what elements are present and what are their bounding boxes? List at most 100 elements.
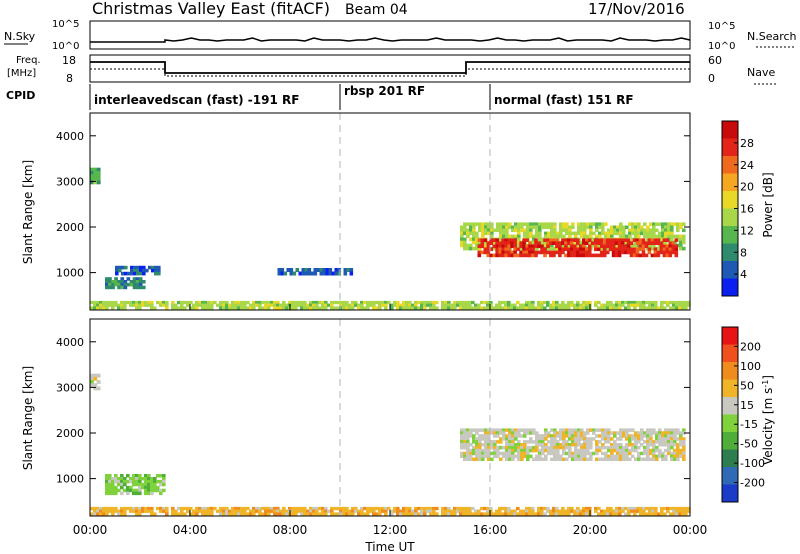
data-cell [682,445,686,450]
data-cell [541,445,545,450]
data-cell [493,440,497,444]
data-cell [639,306,643,310]
data-cell [273,300,277,305]
data-cell [679,234,683,239]
data-cell [234,509,238,513]
data-cell [105,509,109,513]
data-cell [565,451,569,456]
noise-search-label: N.Search [747,30,797,43]
data-cell [669,506,673,511]
data-cell [273,509,277,513]
data-cell [498,250,502,255]
data-cell [664,443,668,447]
data-cell [255,506,259,511]
data-cell [297,509,301,513]
data-cell [490,443,494,447]
data-cell [267,303,271,307]
data-cell [583,225,587,230]
data-cell [642,306,646,310]
data-cell [157,271,161,276]
data-cell [547,434,551,438]
cpid-label: CPID [6,89,35,102]
data-cell [561,306,565,310]
data-cell [592,431,596,435]
data-cell [156,488,160,493]
time-axis-label: Time UT [364,540,415,554]
data-cell [117,482,121,487]
data-cell [162,479,166,484]
data-cell [606,306,610,310]
data-cell [528,253,532,258]
data-cell [525,250,529,255]
data-cell [114,280,118,284]
data-cell [653,241,658,245]
data-cell [291,512,295,516]
data-cell [460,240,464,245]
data-cell [649,440,653,444]
data-cell [138,277,143,281]
data-cell [462,306,466,310]
data-cell [540,244,544,249]
data-cell [204,306,208,310]
data-cell [640,434,644,438]
data-cell [679,237,683,242]
data-cell [144,482,148,487]
data-cell [523,431,527,435]
data-cell [189,512,193,516]
data-cell [507,306,511,310]
data-cell [496,451,500,456]
data-cell [117,306,121,310]
data-cell [570,506,574,511]
data-cell [562,448,566,453]
data-cell [472,428,476,432]
data-cell [664,240,668,245]
data-cell [550,434,554,438]
data-cell [613,225,617,230]
data-cell [210,300,214,305]
data-cell [135,482,139,487]
data-cell [570,247,574,252]
data-cell [586,443,590,447]
data-cell [616,445,620,450]
data-cell [354,506,358,511]
data-cell [571,222,575,226]
data-cell [519,509,523,513]
data-cell [568,451,572,456]
data-cell [381,300,385,305]
data-cell [577,431,581,435]
data-cell [552,250,556,255]
data-cell [118,268,122,273]
data-cell [613,431,617,435]
data-cell [660,509,664,513]
data-cell [93,373,98,378]
data-cell [577,428,581,432]
data-cell [567,506,571,511]
data-cell [105,488,109,493]
data-cell [661,234,665,239]
data-cell [487,428,491,432]
data-cell [501,247,505,252]
data-cell [628,434,632,438]
y-tick-label: 2000 [56,427,84,440]
data-cell [664,440,668,444]
data-cell [505,222,509,226]
data-cell [463,231,467,236]
data-cell [481,231,485,236]
data-cell [363,512,367,516]
data-cell [255,300,259,305]
data-cell [549,250,553,255]
data-cell [607,434,611,438]
data-cell [526,428,530,432]
data-cell [313,268,318,272]
data-cell [312,509,316,513]
data-cell [582,506,586,511]
data-cell [643,228,647,233]
data-cell [625,234,629,239]
data-cell [667,443,671,447]
data-cell [316,268,321,272]
data-cell [102,306,106,310]
data-cell [463,222,467,226]
data-cell [673,431,677,435]
data-cell [558,244,562,249]
data-cell [579,509,583,513]
